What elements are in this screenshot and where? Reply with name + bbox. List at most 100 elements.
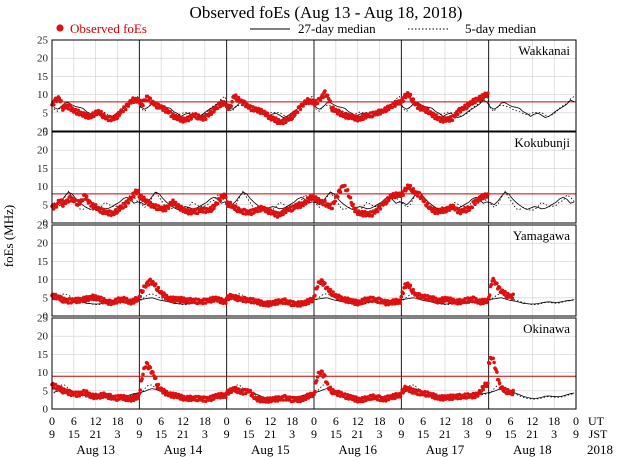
observed-point — [323, 373, 327, 378]
observed-point — [308, 296, 313, 301]
observed-point — [348, 113, 353, 117]
observed-point — [59, 385, 63, 390]
observed-point — [343, 112, 347, 116]
observed-point — [145, 361, 150, 366]
observed-point — [244, 300, 248, 304]
observed-point — [485, 94, 489, 99]
observed-point — [113, 297, 118, 302]
observed-point — [241, 392, 245, 396]
observed-point — [308, 194, 313, 198]
observed-point — [166, 206, 171, 210]
observed-point — [219, 296, 223, 301]
observed-point — [230, 100, 234, 104]
observed-point — [151, 99, 155, 104]
observed-point — [146, 283, 151, 287]
observed-point — [345, 188, 350, 192]
observed-point — [487, 361, 492, 366]
observed-point — [423, 106, 427, 110]
ut-tick-label: 12 — [177, 414, 189, 428]
observed-point — [236, 95, 241, 100]
observed-point — [408, 92, 413, 97]
observed-point — [485, 300, 489, 305]
observed-point — [483, 91, 487, 96]
observed-point — [156, 204, 161, 208]
observed-point — [331, 105, 335, 110]
observed-point — [265, 111, 270, 116]
observed-point — [218, 104, 223, 109]
observed-point — [138, 294, 142, 299]
observed-point — [361, 399, 365, 404]
observed-point — [52, 296, 56, 301]
observed-point — [338, 190, 343, 194]
jst-tick-label: 9 — [311, 427, 317, 441]
day-label: Aug 18 — [513, 442, 552, 457]
observed-point — [328, 202, 333, 207]
observed-point — [470, 395, 475, 400]
observed-point — [223, 192, 227, 197]
legend-5day-label: 5-day median — [465, 21, 537, 36]
observed-point — [123, 204, 128, 208]
jst-tick-label: 15 — [155, 427, 167, 441]
observed-point — [441, 300, 446, 304]
observed-point — [274, 210, 278, 215]
observed-point — [196, 113, 201, 117]
observed-point — [151, 202, 155, 207]
jst-tick-label: 3 — [464, 427, 470, 441]
observed-point — [121, 299, 125, 304]
observed-point — [148, 96, 153, 101]
y-tick-label: 5 — [43, 199, 49, 211]
panel-frame — [51, 224, 577, 317]
observed-point — [201, 399, 205, 403]
observed-point — [109, 118, 113, 123]
jst-tick-label: 21 — [439, 427, 451, 441]
observed-point — [62, 387, 66, 391]
observed-point — [315, 285, 320, 289]
observed-point — [215, 106, 220, 110]
y-tick-label: 15 — [37, 256, 49, 268]
legend-27day-label: 27-day median — [298, 21, 376, 36]
observed-point — [208, 394, 213, 399]
observed-point — [463, 297, 467, 301]
observed-point — [435, 211, 440, 216]
observed-point — [132, 398, 136, 403]
observed-point — [423, 293, 427, 298]
observed-point — [368, 111, 373, 115]
observed-point — [139, 193, 143, 198]
observed-point — [224, 195, 228, 200]
observed-point — [298, 107, 303, 111]
jst-tick-label: 9 — [398, 427, 404, 441]
observed-point — [395, 301, 400, 306]
observed-point — [88, 200, 92, 204]
observed-point — [179, 295, 183, 300]
y-tick-label: 25 — [37, 220, 49, 232]
observed-point — [448, 115, 453, 119]
observed-point — [221, 301, 225, 306]
observed-point — [361, 117, 365, 122]
observed-point — [318, 372, 323, 376]
jst-tick-label: 9 — [49, 427, 55, 441]
observed-point — [62, 296, 66, 301]
observed-point — [395, 395, 400, 399]
observed-point — [133, 188, 138, 193]
x-axis: 0 6 12 18 0 6 12 18 0 6 12 18 0 6 12 18 0 6 12 18 0 6 12 18 09 15… — [49, 414, 613, 457]
observed-point — [69, 300, 73, 305]
observed-point — [113, 394, 118, 398]
observed-point — [361, 213, 365, 218]
observed-point — [348, 297, 353, 302]
observed-point — [274, 116, 278, 120]
y-tick-label: 10 — [37, 89, 49, 101]
observed-point — [261, 399, 265, 404]
observed-point — [483, 381, 487, 386]
observed-point — [126, 201, 131, 205]
observed-point — [275, 302, 280, 306]
observed-point — [510, 392, 515, 397]
observed-point — [503, 289, 507, 294]
observed-point — [306, 301, 311, 306]
observed-point — [153, 376, 158, 381]
observed-point — [398, 395, 403, 399]
observed-point — [313, 389, 317, 394]
observed-point — [506, 388, 510, 392]
observed-point — [73, 296, 78, 301]
observed-point — [151, 280, 155, 284]
legend-observed-marker — [56, 24, 64, 32]
